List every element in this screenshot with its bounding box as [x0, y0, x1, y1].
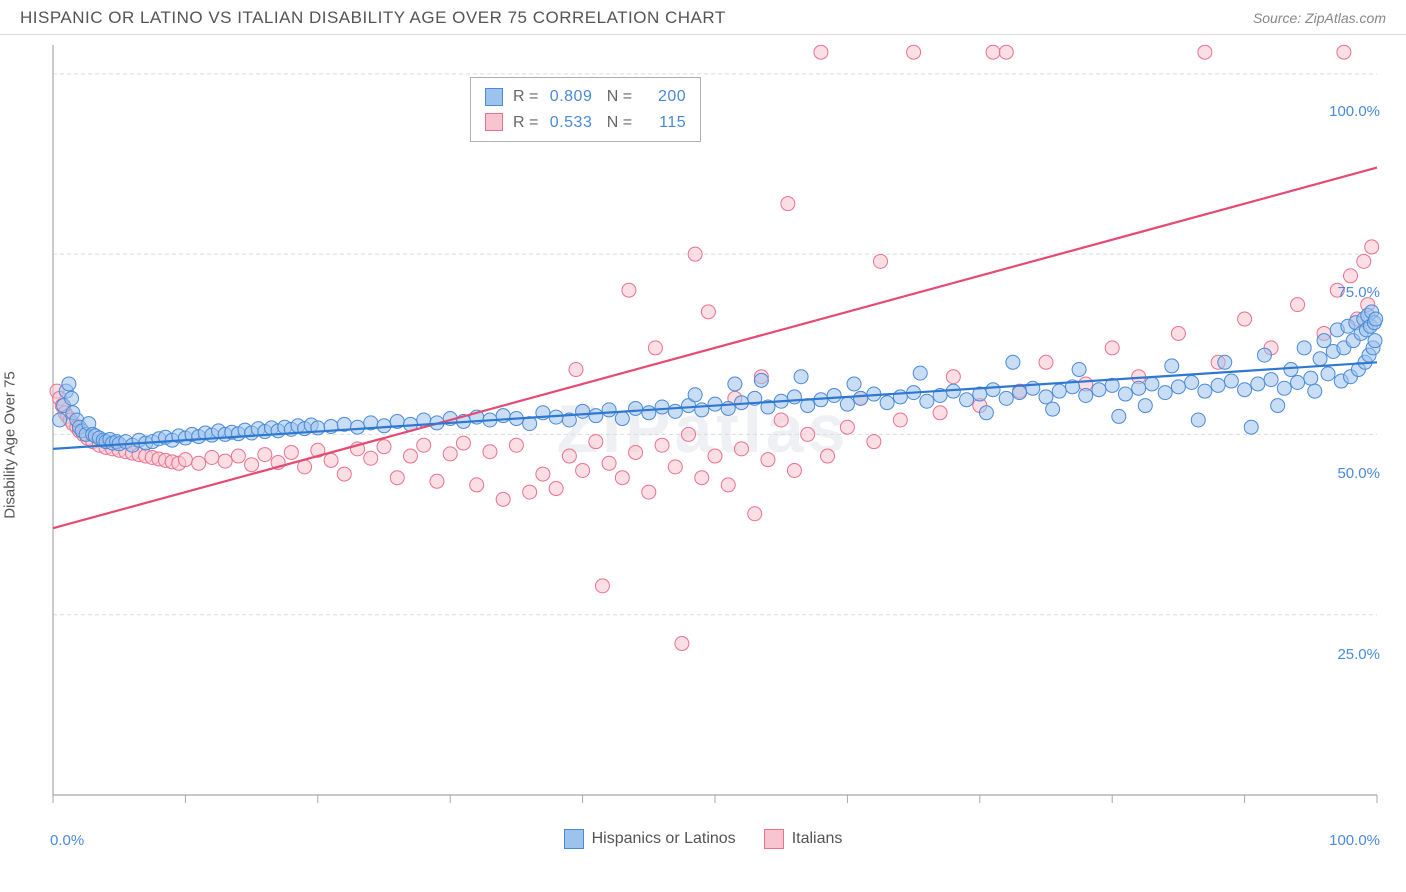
legend-item-hispanic: Hispanics or Latinos: [564, 829, 736, 849]
legend-label-1: Italians: [792, 830, 843, 848]
stats-r-label: R =: [513, 110, 538, 136]
stats-r-value-1: 0.533: [548, 110, 592, 136]
chart-area: Disability Age Over 75 ZIPatlas R = 0.80…: [0, 35, 1406, 855]
scatter-plot: [45, 35, 1385, 825]
chart-title: HISPANIC OR LATINO VS ITALIAN DISABILITY…: [20, 8, 726, 28]
stats-r-value-0: 0.809: [548, 84, 592, 110]
stats-n-label: N =: [602, 110, 632, 136]
chart-source: Source: ZipAtlas.com: [1253, 10, 1386, 26]
y-axis-label: Disability Age Over 75: [2, 371, 19, 519]
stats-swatch-hispanic: [485, 88, 503, 106]
legend-swatch-italian: [764, 829, 784, 849]
legend: Hispanics or Latinos Italians: [0, 829, 1406, 849]
ytick-100: 100.0%: [1329, 103, 1380, 120]
stats-n-value-1: 115: [642, 110, 686, 136]
stats-row-italian: R = 0.533 N = 115: [485, 110, 686, 136]
ytick-75: 75.0%: [1337, 284, 1380, 301]
legend-label-0: Hispanics or Latinos: [592, 830, 736, 848]
legend-swatch-hispanic: [564, 829, 584, 849]
stats-r-label: R =: [513, 84, 538, 110]
legend-item-italian: Italians: [764, 829, 843, 849]
correlation-stats-box: R = 0.809 N = 200 R = 0.533 N = 115: [470, 77, 701, 142]
ytick-25: 25.0%: [1337, 646, 1380, 663]
ytick-50: 50.0%: [1337, 465, 1380, 482]
stats-row-hispanic: R = 0.809 N = 200: [485, 84, 686, 110]
stats-swatch-italian: [485, 113, 503, 131]
stats-n-label: N =: [602, 84, 632, 110]
stats-n-value-0: 200: [642, 84, 686, 110]
chart-header: HISPANIC OR LATINO VS ITALIAN DISABILITY…: [0, 0, 1406, 35]
